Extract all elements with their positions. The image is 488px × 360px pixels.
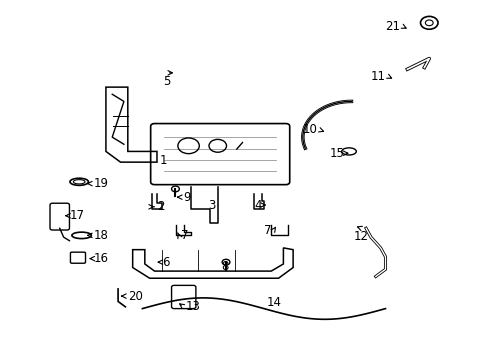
Text: 8: 8 [221, 260, 228, 273]
Text: 16: 16 [94, 252, 108, 265]
Text: 1: 1 [159, 154, 166, 167]
Text: 17: 17 [69, 209, 84, 222]
Text: 6: 6 [162, 256, 169, 269]
Text: 13: 13 [186, 300, 201, 313]
Text: 18: 18 [94, 229, 108, 242]
Text: 2: 2 [157, 200, 164, 213]
Text: 3: 3 [207, 198, 215, 212]
Text: 9: 9 [183, 191, 191, 204]
Text: 21: 21 [385, 20, 399, 33]
Text: 10: 10 [302, 123, 317, 136]
Text: 5: 5 [163, 75, 170, 87]
Text: 12: 12 [353, 230, 368, 243]
Text: 19: 19 [94, 177, 108, 190]
Text: 15: 15 [328, 147, 344, 160]
Text: 20: 20 [127, 289, 142, 303]
Text: 7: 7 [263, 224, 271, 237]
Text: 14: 14 [265, 296, 281, 309]
Text: 11: 11 [370, 70, 385, 83]
Text: 7: 7 [181, 229, 188, 242]
Text: 4: 4 [253, 198, 261, 212]
